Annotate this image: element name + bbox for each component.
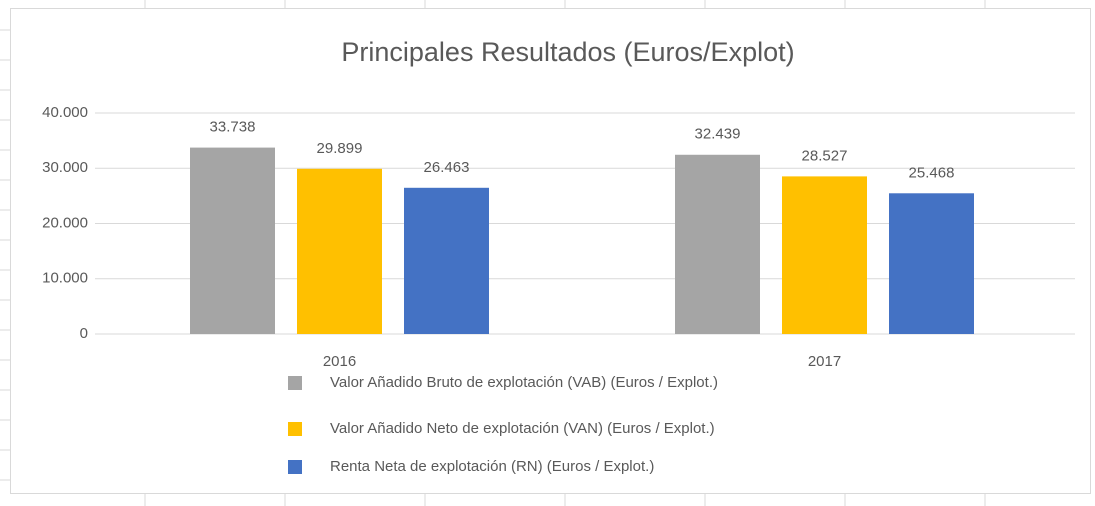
y-tick-label: 10.000	[42, 270, 88, 287]
bar	[782, 176, 867, 334]
value-label: 33.738	[210, 119, 256, 136]
y-tick-label: 40.000	[42, 104, 88, 121]
legend-label: Valor Añadido Neto de explotación (VAN) …	[330, 420, 715, 437]
legend-swatch	[288, 422, 302, 436]
value-label: 25.468	[909, 164, 955, 181]
legend-label: Renta Neta de explotación (RN) (Euros / …	[330, 458, 654, 475]
spreadsheet-grid	[0, 0, 986, 506]
y-tick-label: 30.000	[42, 159, 88, 176]
bar	[404, 187, 489, 334]
x-tick-label: 2016	[323, 353, 356, 370]
chart-title: Principales Resultados (Euros/Explot)	[341, 37, 794, 67]
value-label: 28.527	[802, 147, 848, 164]
bar	[297, 168, 382, 334]
bar	[675, 154, 760, 334]
value-label: 32.439	[695, 126, 741, 143]
value-label: 29.899	[317, 140, 363, 157]
y-tick-label: 20.000	[42, 214, 88, 231]
legend-swatch	[288, 460, 302, 474]
bar	[190, 147, 275, 334]
value-label: 26.463	[424, 159, 470, 176]
bar	[889, 193, 974, 334]
legend-swatch	[288, 376, 302, 390]
y-tick-label: 0	[80, 325, 88, 342]
legend-label: Valor Añadido Bruto de explotación (VAB)…	[330, 374, 718, 391]
x-tick-label: 2017	[808, 353, 841, 370]
